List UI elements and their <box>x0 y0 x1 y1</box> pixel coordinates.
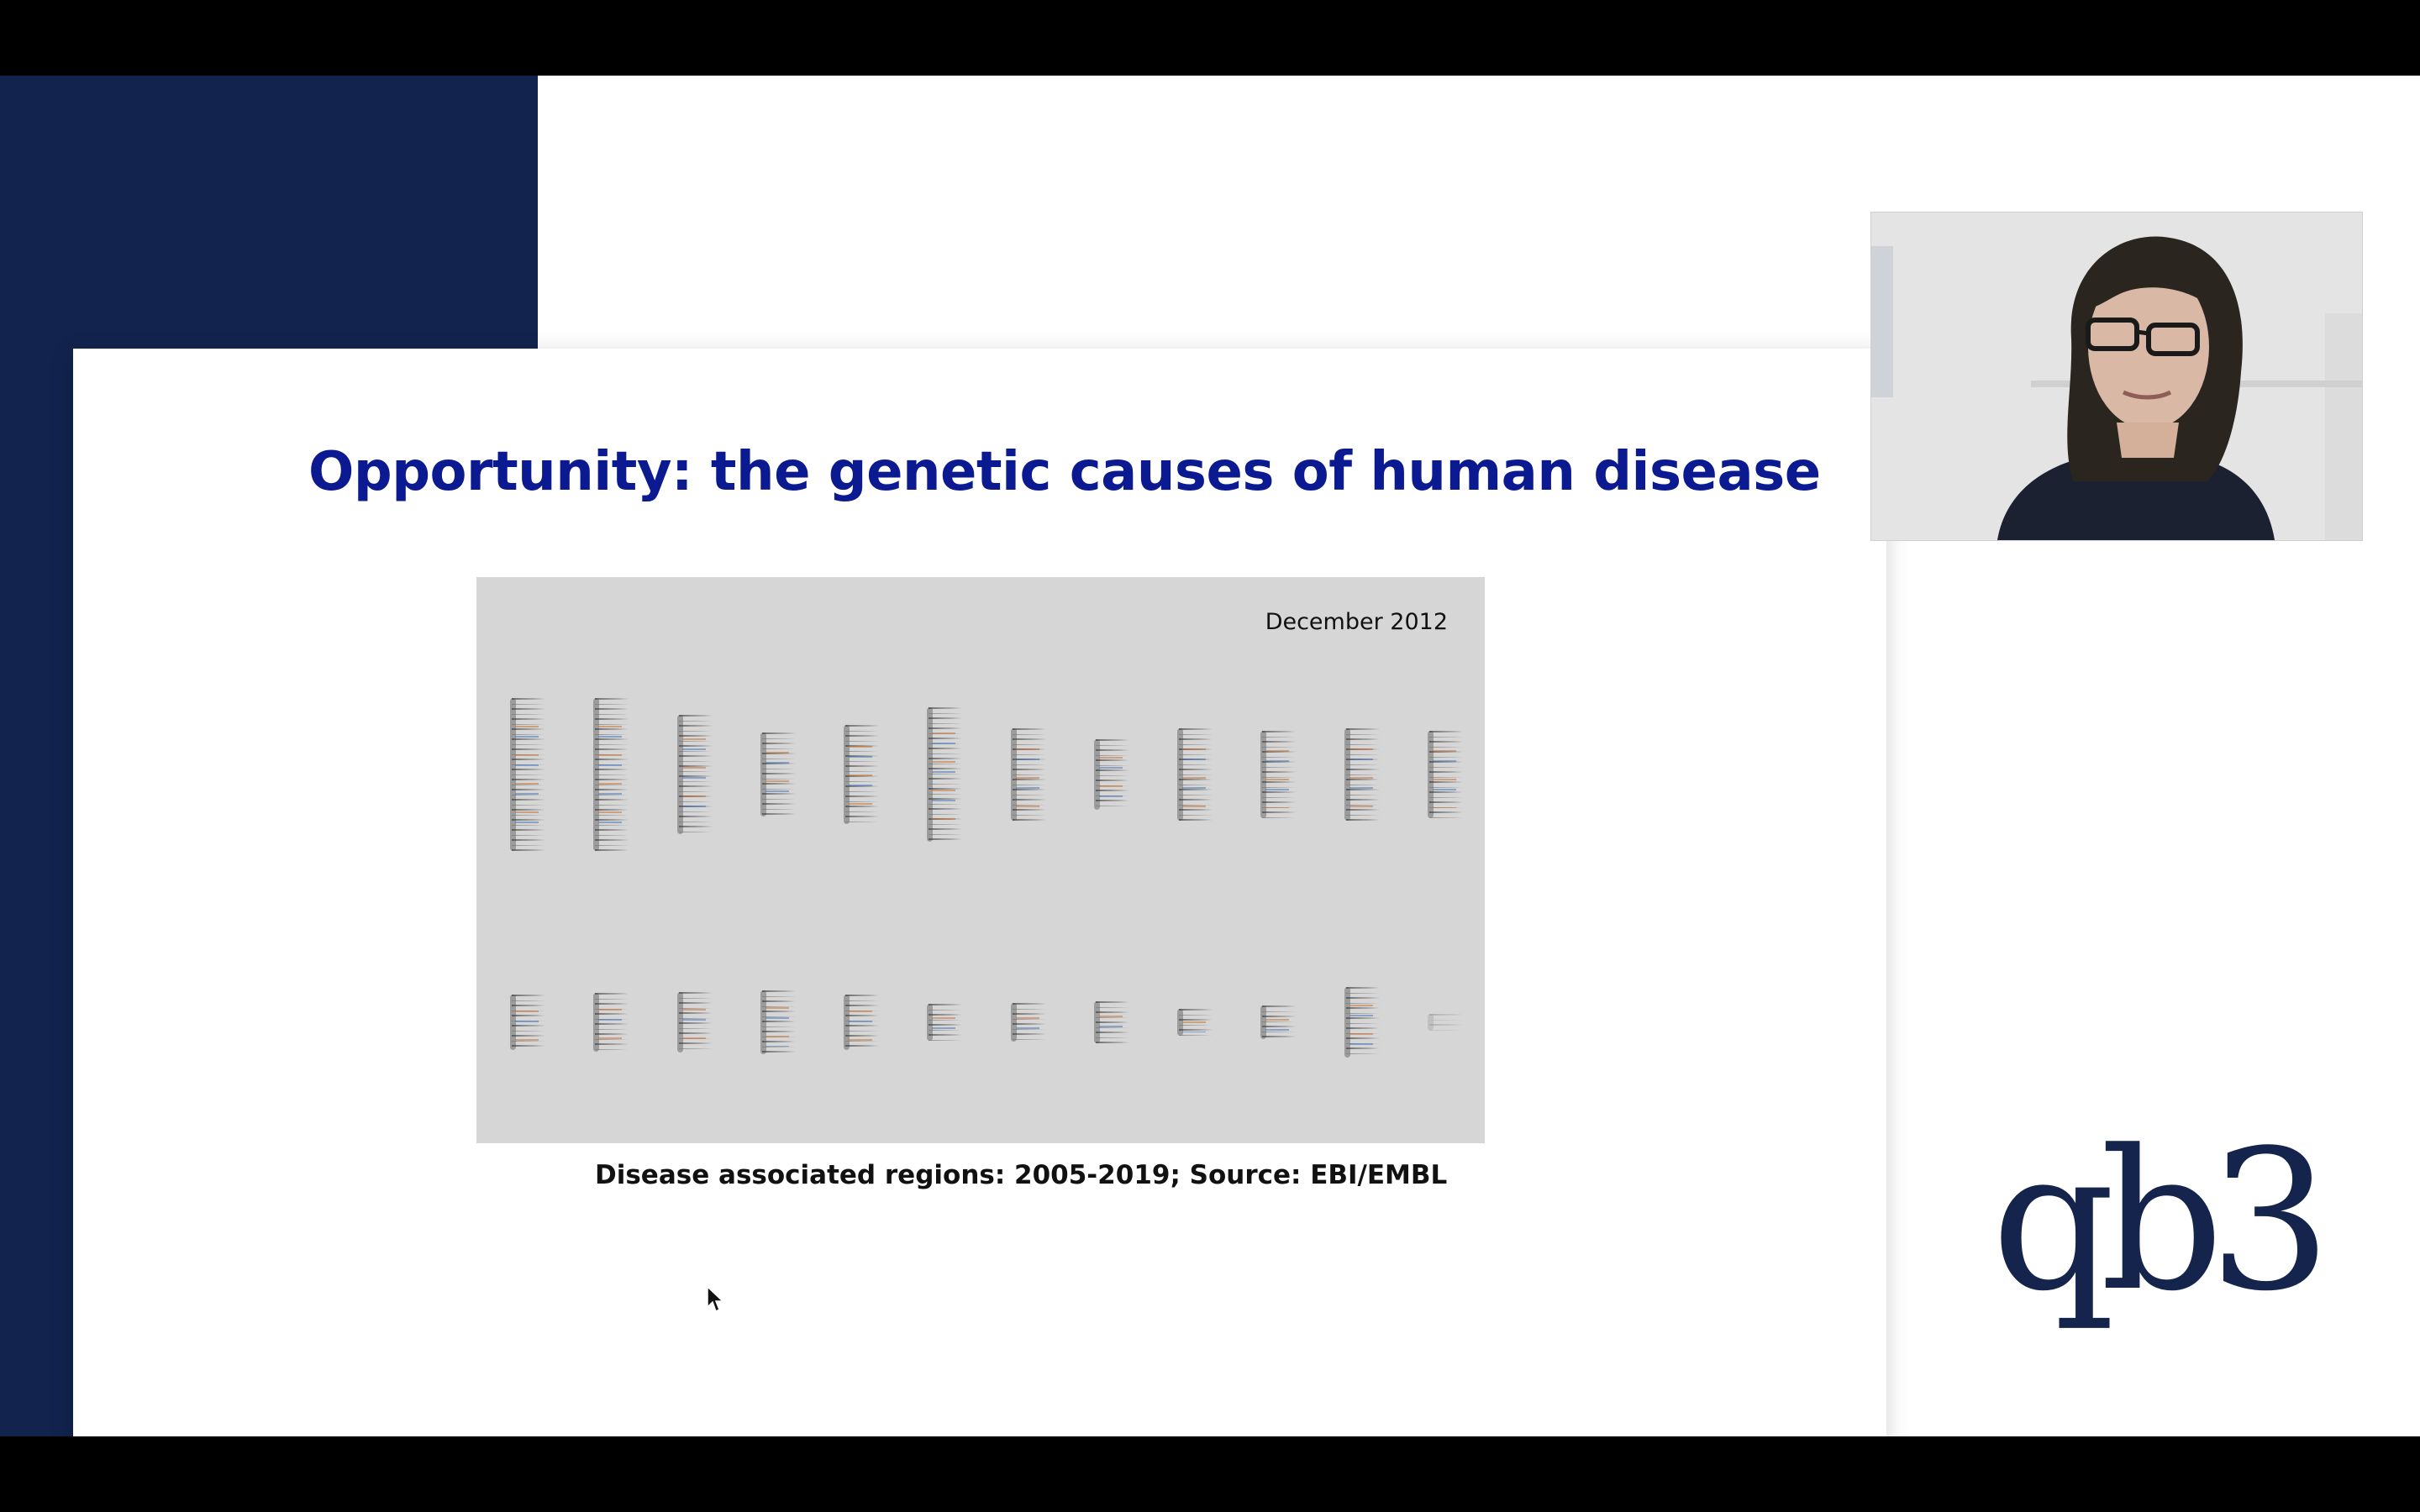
chromosome <box>757 990 797 1054</box>
chromosome <box>590 993 630 1052</box>
chromosome <box>1091 1001 1131 1043</box>
chromosome <box>840 725 881 824</box>
chromosome <box>674 715 714 834</box>
chromosome-row-top <box>507 695 1465 854</box>
chromosome <box>1257 1005 1297 1039</box>
chromosome <box>1257 731 1297 818</box>
figure-caption: Disease associated regions: 2005-2019; S… <box>595 1160 1448 1190</box>
chromosome <box>757 732 797 816</box>
chromosome <box>1174 728 1214 821</box>
letterbox-bottom <box>0 1436 2420 1512</box>
chromosome <box>1424 1014 1465 1031</box>
chromosome <box>1341 987 1381 1058</box>
chromosome <box>507 995 547 1050</box>
chromosome <box>923 707 964 842</box>
chromosome <box>1007 1003 1048 1042</box>
qb3-logo: qb3 <box>1991 1110 2332 1334</box>
presentation-stage: Opportunity: the genetic causes of human… <box>0 76 2420 1436</box>
chromosome <box>507 698 547 851</box>
slide-card: Opportunity: the genetic causes of human… <box>73 349 1886 1436</box>
mouse-pointer-icon <box>707 1285 724 1313</box>
presenter-video-tile[interactable] <box>1870 212 2363 541</box>
chromosome <box>1174 1009 1214 1036</box>
letterbox-top <box>0 0 2420 76</box>
chromosome <box>674 992 714 1053</box>
chromosome <box>923 1004 964 1041</box>
slide-title: Opportunity: the genetic causes of human… <box>308 441 1821 503</box>
chromosome <box>1341 728 1381 821</box>
chromosome <box>590 698 630 851</box>
chromosome <box>1091 739 1131 810</box>
chromosome <box>1007 728 1048 821</box>
chromosome <box>1424 731 1465 818</box>
chromosome <box>840 995 881 1050</box>
chromosome-row-bottom <box>507 976 1465 1068</box>
chromosome-ideogram-figure: December 2012 <box>476 577 1485 1143</box>
presenter-avatar-icon <box>1871 213 2362 540</box>
figure-date-label: December 2012 <box>1265 609 1448 635</box>
